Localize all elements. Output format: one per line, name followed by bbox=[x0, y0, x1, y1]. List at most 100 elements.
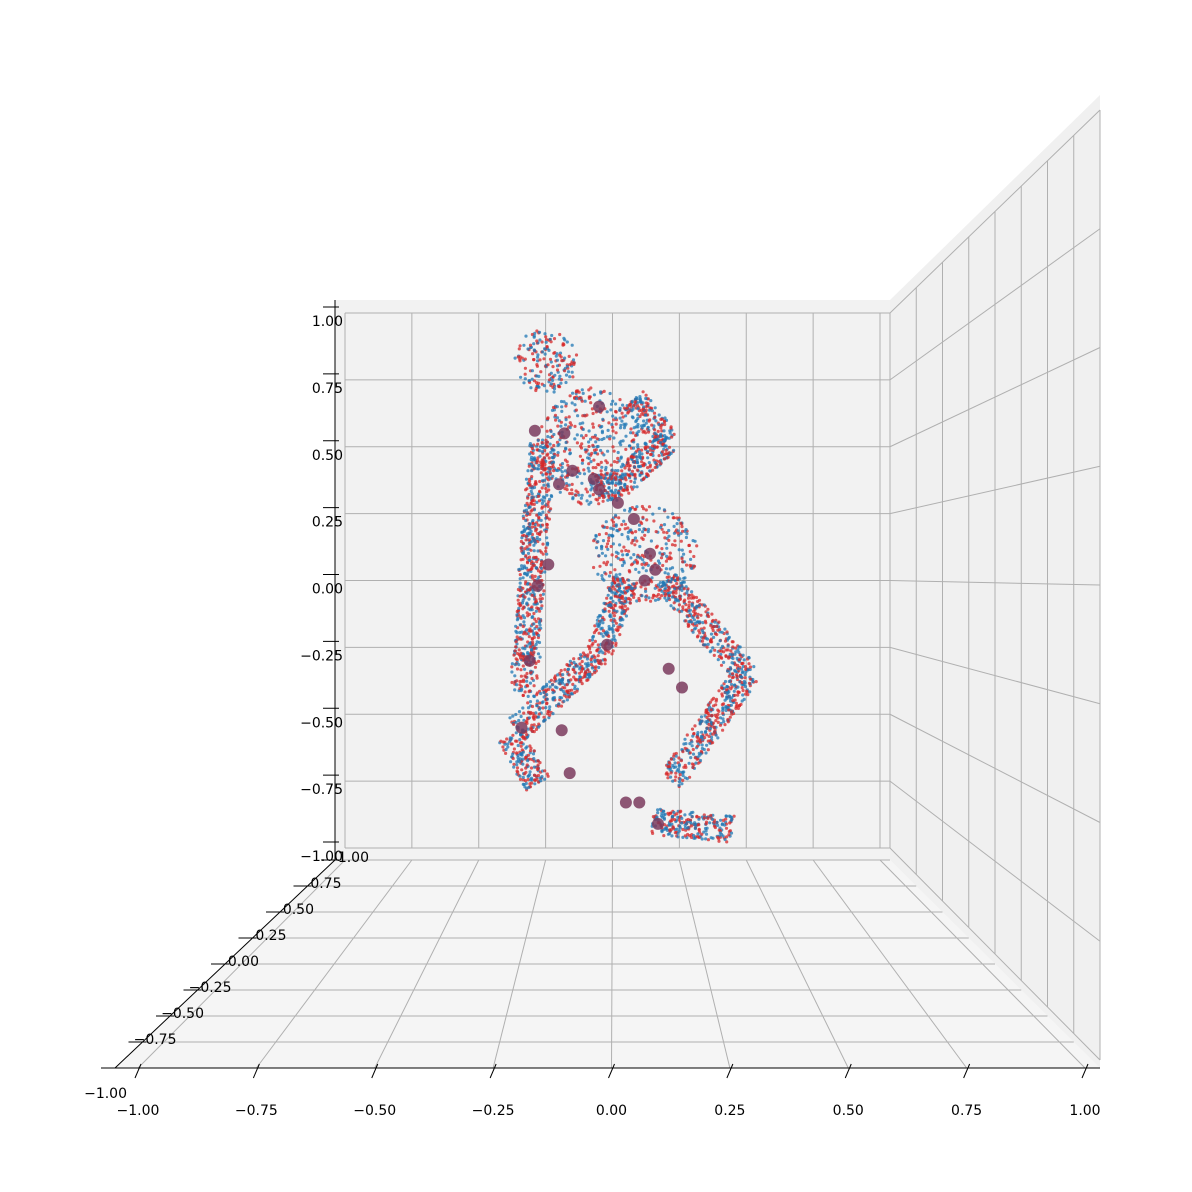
cloud-point bbox=[675, 582, 679, 586]
cloud-point bbox=[614, 416, 618, 420]
cloud-point bbox=[631, 446, 636, 450]
cloud-point bbox=[580, 399, 584, 403]
cloud-point bbox=[573, 687, 577, 691]
cloud-point bbox=[661, 442, 665, 446]
cloud-point bbox=[695, 544, 699, 548]
cloud-point bbox=[605, 596, 609, 600]
cloud-point bbox=[526, 582, 530, 586]
cloud-point bbox=[699, 719, 703, 723]
cloud-point bbox=[621, 557, 625, 562]
cloud-point bbox=[624, 548, 628, 553]
cloud-point bbox=[564, 447, 568, 451]
cloud-point bbox=[699, 752, 703, 756]
cloud-point bbox=[536, 384, 540, 389]
cloud-point bbox=[625, 487, 629, 491]
cloud-point bbox=[677, 756, 681, 760]
cloud-point bbox=[544, 486, 548, 491]
cloud-point bbox=[641, 566, 645, 570]
cloud-point bbox=[729, 667, 733, 671]
cloud-point bbox=[508, 716, 512, 720]
cloud-point bbox=[624, 414, 628, 418]
cloud-point bbox=[629, 472, 633, 476]
cloud-point bbox=[623, 580, 627, 585]
cloud-point bbox=[546, 363, 550, 367]
cloud-point bbox=[591, 443, 595, 447]
cloud-point bbox=[698, 722, 702, 726]
cloud-point bbox=[532, 543, 536, 547]
cloud-point bbox=[531, 590, 535, 594]
cloud-point bbox=[633, 465, 637, 469]
cloud-point bbox=[737, 658, 741, 662]
cloud-point bbox=[563, 692, 567, 696]
cloud-point bbox=[592, 393, 597, 397]
cloud-point bbox=[705, 743, 709, 747]
cloud-point bbox=[733, 663, 738, 667]
cloud-point bbox=[717, 839, 721, 843]
cloud-point bbox=[716, 642, 720, 646]
cloud-point bbox=[656, 808, 660, 812]
cloud-point bbox=[630, 409, 634, 413]
cloud-point bbox=[552, 454, 557, 458]
cloud-point bbox=[528, 522, 532, 527]
cloud-point bbox=[618, 577, 622, 581]
cloud-point bbox=[611, 414, 615, 418]
cloud-point bbox=[559, 381, 563, 385]
cloud-point bbox=[664, 586, 668, 590]
cloud-point bbox=[712, 635, 716, 640]
cloud-point bbox=[587, 440, 591, 444]
cloud-point bbox=[668, 580, 673, 584]
cloud-point bbox=[718, 716, 723, 720]
cloud-point bbox=[626, 526, 630, 530]
cloud-point bbox=[542, 690, 546, 695]
cloud-point bbox=[591, 422, 595, 426]
cloud-point bbox=[705, 708, 709, 712]
cloud-point bbox=[662, 457, 667, 461]
cloud-point bbox=[706, 607, 710, 611]
cloud-point bbox=[515, 651, 520, 656]
cloud-point bbox=[532, 611, 536, 616]
cloud-point bbox=[517, 760, 521, 764]
joint-marker bbox=[649, 563, 662, 576]
cloud-point bbox=[682, 587, 686, 591]
cloud-point bbox=[561, 673, 565, 677]
cloud-point bbox=[523, 667, 527, 671]
cloud-point bbox=[644, 569, 648, 573]
cloud-point bbox=[537, 374, 541, 378]
cloud-point bbox=[597, 496, 601, 500]
cloud-point bbox=[518, 344, 522, 348]
cloud-point bbox=[708, 821, 712, 825]
cloud-point bbox=[732, 689, 736, 693]
cloud-point bbox=[694, 606, 698, 610]
cloud-point bbox=[518, 679, 522, 684]
x-tick-mark bbox=[963, 1063, 971, 1079]
cloud-point bbox=[525, 547, 529, 551]
cloud-point bbox=[664, 448, 668, 452]
cloud-point bbox=[608, 570, 613, 575]
cloud-point bbox=[671, 779, 675, 783]
cloud-point bbox=[564, 482, 569, 486]
cloud-point bbox=[603, 607, 607, 611]
cloud-point bbox=[523, 357, 527, 361]
cloud-point bbox=[624, 596, 628, 600]
cloud-point bbox=[611, 649, 615, 653]
cloud-point bbox=[549, 450, 553, 454]
cloud-point bbox=[508, 736, 512, 740]
cloud-point bbox=[538, 609, 542, 613]
cloud-point bbox=[518, 359, 522, 363]
cloud-point bbox=[721, 711, 725, 715]
cloud-point bbox=[569, 423, 574, 427]
cloud-point bbox=[638, 544, 642, 549]
cloud-point bbox=[680, 782, 684, 786]
cloud-point bbox=[740, 686, 744, 690]
cloud-point bbox=[712, 725, 716, 730]
cloud-point bbox=[547, 456, 551, 460]
cloud-point bbox=[536, 773, 541, 778]
cloud-point bbox=[717, 620, 721, 624]
cloud-point bbox=[565, 698, 570, 702]
cloud-point bbox=[652, 519, 656, 523]
cloud-point bbox=[620, 549, 624, 553]
cloud-point bbox=[532, 773, 537, 777]
cloud-point bbox=[690, 604, 695, 608]
cloud-point bbox=[702, 626, 706, 630]
cloud-point bbox=[687, 603, 691, 608]
